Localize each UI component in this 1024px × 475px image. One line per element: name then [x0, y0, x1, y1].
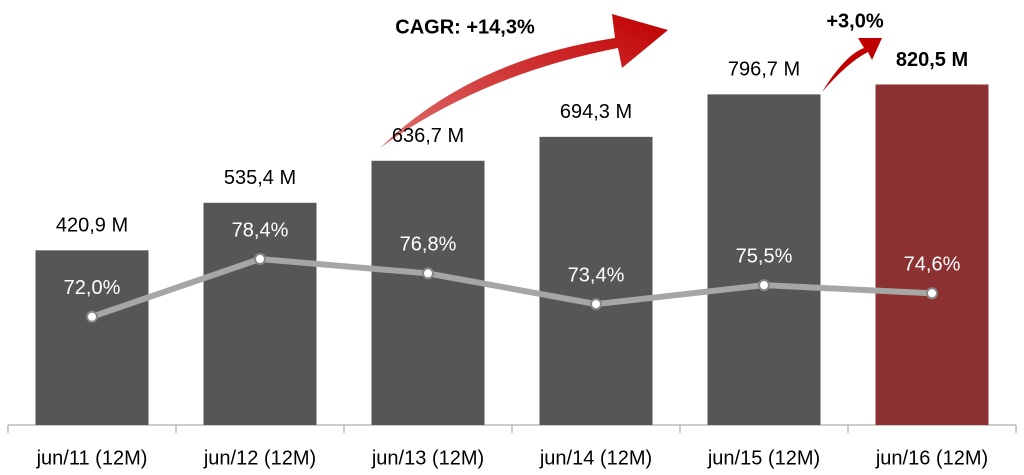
bar [203, 202, 317, 425]
line-point [422, 267, 434, 280]
annotation: CAGR: +14,3% [395, 16, 535, 38]
x-tick-label: jun/16 (12M) [875, 447, 988, 469]
x-tick-label: jun/13 (12M) [371, 447, 484, 469]
cagr-arrow [380, 14, 668, 148]
bar-value-label: 535,4 M [224, 167, 296, 189]
line-value-label: 73,4% [568, 264, 625, 286]
bar [371, 160, 485, 425]
line-point [926, 287, 938, 300]
bar [35, 250, 149, 425]
growth-arrow [822, 38, 882, 92]
bar-value-label: 694,3 M [560, 101, 632, 123]
bar [875, 84, 989, 426]
bar [539, 136, 653, 426]
bar-value-label: 420,9 M [56, 215, 128, 237]
bar-value-label: 796,7 M [728, 59, 800, 81]
line-point [254, 253, 266, 265]
line-value-label: 78,4% [232, 219, 289, 241]
bar-value-label: 820,5 M [896, 49, 968, 71]
bar [707, 94, 821, 425]
annotation: +3,0% [826, 10, 883, 32]
line-point [86, 310, 98, 323]
line [91, 255, 933, 320]
x-tick-label: jun/15 (12M) [707, 447, 820, 469]
line-value-label: 76,8% [400, 234, 457, 256]
line-value-label: 74,6% [904, 254, 961, 276]
line-point [758, 279, 770, 292]
x-tick-label: jun/11 (12M) [36, 447, 148, 469]
x-tick-label: jun/14 (12M) [539, 447, 652, 469]
bar-value-label: 636,7 M [392, 125, 464, 147]
x-tick-label: jun/12 (12M) [203, 447, 316, 469]
line-value-label: 75,5% [736, 245, 793, 267]
line-value-label: 72,0% [64, 277, 121, 299]
line-point [590, 298, 602, 311]
